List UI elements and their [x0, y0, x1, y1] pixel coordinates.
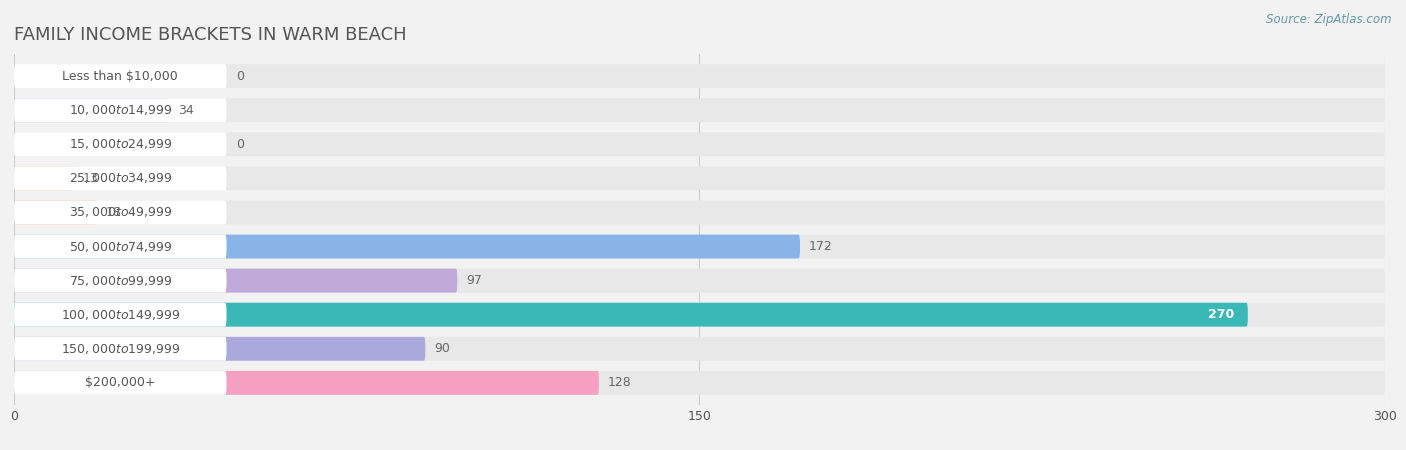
Text: $200,000+: $200,000+: [84, 376, 156, 389]
Text: $150,000 to $199,999: $150,000 to $199,999: [60, 342, 180, 356]
Text: 128: 128: [609, 376, 631, 389]
Text: 13: 13: [83, 172, 98, 185]
Text: 270: 270: [1208, 308, 1234, 321]
Text: $35,000 to $49,999: $35,000 to $49,999: [69, 206, 172, 220]
FancyBboxPatch shape: [14, 303, 1385, 327]
FancyBboxPatch shape: [14, 337, 226, 361]
FancyBboxPatch shape: [14, 371, 226, 395]
Text: 90: 90: [434, 342, 450, 355]
FancyBboxPatch shape: [14, 269, 1385, 292]
Text: 18: 18: [105, 206, 121, 219]
FancyBboxPatch shape: [14, 98, 170, 122]
FancyBboxPatch shape: [14, 234, 1385, 258]
Text: FAMILY INCOME BRACKETS IN WARM BEACH: FAMILY INCOME BRACKETS IN WARM BEACH: [14, 26, 406, 44]
FancyBboxPatch shape: [14, 132, 226, 156]
Text: $50,000 to $74,999: $50,000 to $74,999: [69, 239, 172, 253]
FancyBboxPatch shape: [14, 98, 1385, 122]
FancyBboxPatch shape: [14, 234, 800, 258]
FancyBboxPatch shape: [14, 303, 226, 327]
FancyBboxPatch shape: [14, 201, 226, 225]
FancyBboxPatch shape: [14, 337, 426, 361]
Text: 34: 34: [179, 104, 194, 117]
Text: 97: 97: [467, 274, 482, 287]
FancyBboxPatch shape: [14, 371, 1385, 395]
FancyBboxPatch shape: [14, 201, 1385, 225]
FancyBboxPatch shape: [14, 166, 73, 190]
FancyBboxPatch shape: [14, 64, 1385, 88]
Text: 0: 0: [236, 138, 243, 151]
Text: $100,000 to $149,999: $100,000 to $149,999: [60, 308, 180, 322]
Text: Less than $10,000: Less than $10,000: [62, 70, 179, 83]
Text: Source: ZipAtlas.com: Source: ZipAtlas.com: [1267, 14, 1392, 27]
Text: 172: 172: [810, 240, 832, 253]
FancyBboxPatch shape: [14, 371, 599, 395]
FancyBboxPatch shape: [14, 64, 226, 88]
Text: 0: 0: [236, 70, 243, 83]
Text: $15,000 to $24,999: $15,000 to $24,999: [69, 137, 172, 151]
Text: $25,000 to $34,999: $25,000 to $34,999: [69, 171, 172, 185]
FancyBboxPatch shape: [14, 166, 226, 190]
FancyBboxPatch shape: [14, 303, 1249, 327]
FancyBboxPatch shape: [14, 337, 1385, 361]
FancyBboxPatch shape: [14, 132, 1385, 156]
FancyBboxPatch shape: [14, 98, 226, 122]
FancyBboxPatch shape: [14, 269, 226, 292]
Text: $75,000 to $99,999: $75,000 to $99,999: [69, 274, 172, 288]
FancyBboxPatch shape: [14, 269, 457, 292]
FancyBboxPatch shape: [14, 234, 226, 258]
FancyBboxPatch shape: [14, 166, 1385, 190]
Text: $10,000 to $14,999: $10,000 to $14,999: [69, 103, 172, 117]
FancyBboxPatch shape: [14, 201, 96, 225]
